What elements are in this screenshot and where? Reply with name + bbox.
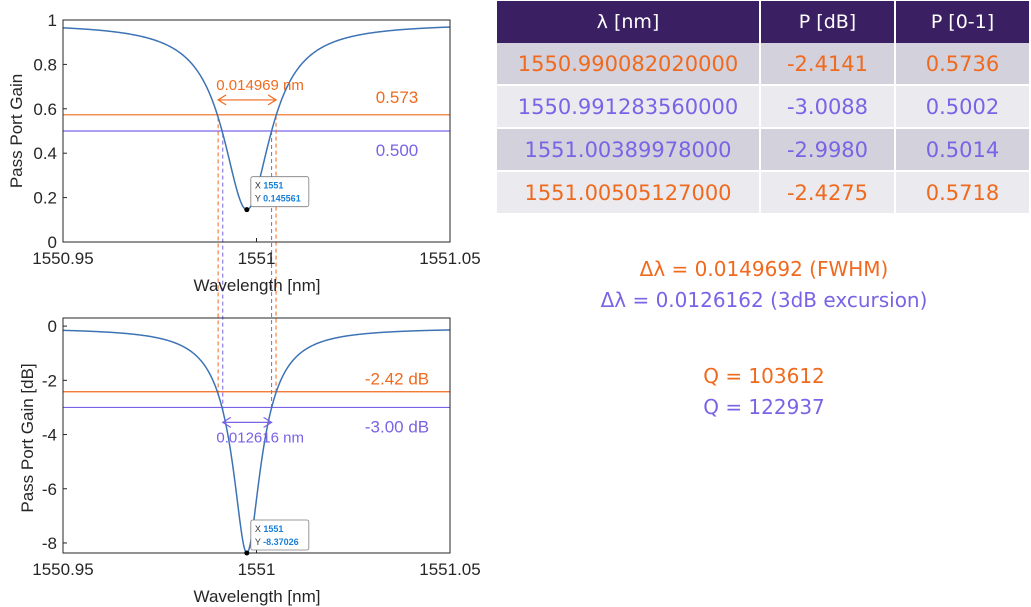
top-ytick-label-3: 0.6 (33, 100, 57, 119)
top-datatip-box (250, 176, 310, 208)
top-ytick-label-1: 0.2 (33, 189, 57, 208)
table-row: 1550.990082020000 -2.4141 0.5736 (497, 43, 1031, 86)
bot-ytick-label-0: -8 (42, 534, 57, 553)
cell-lambda: 1551.00505127000 (497, 171, 761, 215)
bot-datatip-y: Y -8.37026 (255, 537, 299, 547)
cell-p-lin: 0.5002 (895, 85, 1031, 129)
cell-p-lin: 0.5014 (895, 128, 1031, 172)
bot-xtick-label-1: 1551 (238, 560, 276, 579)
top-datatip-y: Y 0.145561 (255, 194, 301, 204)
db-x-axis-label: Wavelength [nm] (194, 587, 321, 606)
bot-ytick-label-4: 0 (48, 317, 57, 336)
top-hline-label-0: 0.573 (376, 88, 419, 107)
top-datatip-x: X 1551 (255, 181, 284, 191)
top-ytick-label-4: 0.8 (33, 55, 57, 74)
cell-p-db: -2.9980 (760, 128, 896, 172)
linear-x-axis-label: Wavelength [nm] (194, 276, 321, 295)
db-gain-curve (62, 329, 451, 554)
table-row: 1551.00389978000 -2.9980 0.5014 (497, 128, 1031, 172)
header-p-db: P [dB] (760, 1, 896, 43)
cell-lambda: 1550.990082020000 (497, 43, 761, 86)
table-row: 1551.00505127000 -2.4275 0.5718 (497, 171, 1031, 215)
cell-p-db: -2.4275 (760, 171, 896, 215)
table-header-row: λ [nm] P [dB] P [0-1] (497, 1, 1031, 43)
bot-hline-label-1: -3.00 dB (365, 417, 429, 436)
top-width-label: 0.014969 nm (216, 77, 304, 94)
q-excursion-text: Q = 122937 (703, 395, 825, 419)
top-hline-label-1: 0.500 (376, 141, 419, 160)
cell-p-db: -2.4141 (760, 43, 896, 86)
cell-p-lin: 0.5718 (895, 171, 1031, 215)
top-xtick-label-0: 1550.95 (32, 249, 93, 268)
header-lambda: λ [nm] (497, 1, 761, 43)
top-width-arrowhead-left (216, 94, 227, 106)
bot-datatip-x: X 1551 (255, 524, 284, 534)
top-datatip-point (244, 207, 250, 213)
top-ytick-label-5: 1 (48, 11, 57, 30)
bot-width-arrowhead-left (221, 416, 232, 428)
bot-width-arrowhead-right (263, 416, 273, 428)
bot-ytick-label-1: -6 (42, 480, 57, 499)
bot-width-label: 0.012616 nm (216, 429, 304, 446)
top-width-arrowhead-right (267, 94, 278, 106)
top-xtick-label-1: 1551 (238, 249, 276, 268)
q-fwhm-text: Q = 103612 (703, 364, 825, 388)
bot-datatip-point (244, 550, 250, 556)
top-ytick-label-0: 0 (48, 233, 57, 252)
cell-p-db: -3.0088 (760, 85, 896, 129)
cell-p-lin: 0.5736 (895, 43, 1031, 86)
db-y-axis-label: Pass Port Gain [dB] (18, 363, 37, 512)
db-gain-chart: -2.42 dB -3.00 dB 1550.95 1551 1551.05 -8 -6 -… (18, 317, 481, 606)
linear-gain-chart: 0.573 0.500 1550.95 1551 1551.05 0 0.2 0.4 0.6 0… (7, 11, 481, 411)
fwhm-text: Δλ = 0.0149692 (FWHM) (639, 257, 889, 281)
bot-xtick-label-0: 1550.95 (32, 560, 93, 579)
top-xtick-label-2: 1551.05 (419, 249, 480, 268)
bot-datatip-box (250, 519, 310, 551)
linear-y-axis-label: Pass Port Gain (7, 74, 26, 188)
bot-ytick-label-3: -2 (42, 371, 57, 390)
bot-ytick-label-2: -4 (42, 426, 57, 445)
cell-lambda: 1551.00389978000 (497, 128, 761, 172)
bot-xtick-label-2: 1551.05 (419, 560, 480, 579)
table-row: 1550.991283560000 -3.0088 0.5002 (497, 85, 1031, 129)
top-ytick-label-2: 0.4 (33, 144, 57, 163)
excursion-text: Δλ = 0.0126162 (3dB excursion) (600, 288, 928, 312)
header-p-lin: P [0-1] (895, 1, 1031, 43)
results-table: λ [nm] P [dB] P [0-1] 1550.990082020000 … (497, 1, 1031, 215)
bot-hline-label-0: -2.42 dB (365, 370, 429, 389)
cell-lambda: 1550.991283560000 (497, 85, 761, 129)
